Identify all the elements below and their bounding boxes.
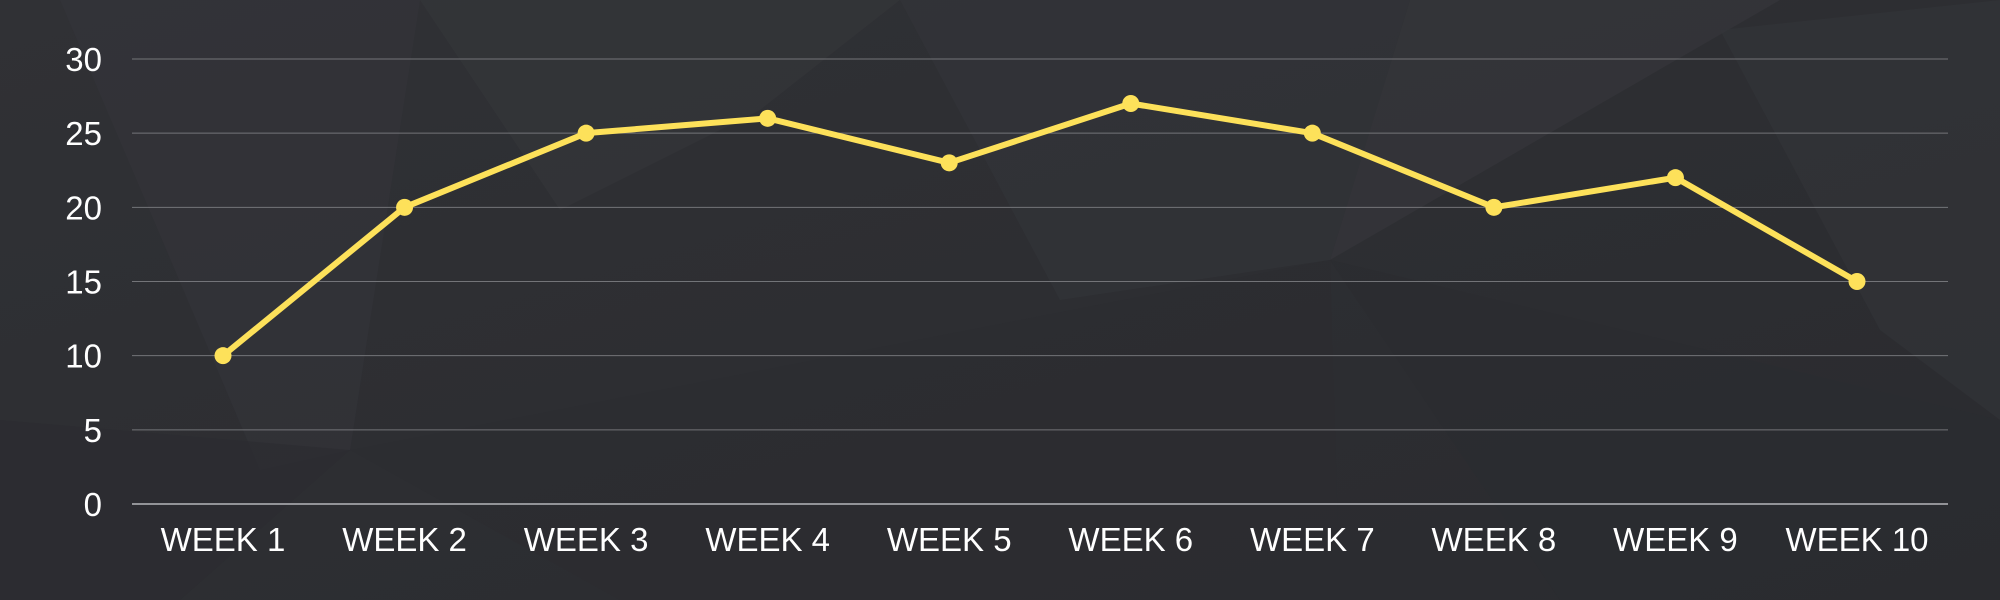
data-point <box>214 347 232 365</box>
y-tick-label: 20 <box>65 189 102 226</box>
y-tick-label: 30 <box>65 41 102 78</box>
data-point <box>940 154 958 172</box>
data-point <box>1666 169 1684 187</box>
x-axis-ticks: WEEK 1 WEEK 2 WEEK 3 WEEK 4 WEEK 5 WEEK 6 WEEK… <box>161 521 1929 558</box>
data-point <box>577 124 595 142</box>
y-tick-label: 5 <box>84 412 102 449</box>
x-tick-label: WEEK 7 <box>1250 521 1375 558</box>
y-tick-label: 25 <box>65 115 102 152</box>
data-point <box>396 198 414 216</box>
background-facet <box>900 0 1410 300</box>
x-tick-label: WEEK 9 <box>1613 521 1738 558</box>
x-tick-label: WEEK 10 <box>1785 521 1928 558</box>
background-facet <box>1720 0 2000 420</box>
background-facet <box>420 0 900 210</box>
y-axis-ticks: 0 5 10 15 20 25 30 <box>65 41 102 523</box>
x-tick-label: WEEK 4 <box>705 521 830 558</box>
data-point <box>759 109 777 127</box>
background-facet <box>0 420 350 600</box>
background-facet <box>1330 0 1780 260</box>
x-tick-label: WEEK 3 <box>524 521 649 558</box>
background-facet <box>60 0 420 470</box>
gridlines <box>132 58 1948 505</box>
x-tick-label: WEEK 1 <box>161 521 286 558</box>
x-tick-label: WEEK 5 <box>887 521 1012 558</box>
x-tick-label: WEEK 2 <box>342 521 467 558</box>
y-tick-label: 10 <box>65 338 102 375</box>
series-line <box>220 100 1860 359</box>
data-point <box>1122 95 1140 112</box>
y-tick-label: 0 <box>84 486 102 523</box>
series-layer <box>214 95 1866 365</box>
y-tick-label: 15 <box>65 264 102 301</box>
data-point <box>1485 198 1503 216</box>
data-point <box>1848 273 1866 290</box>
data-point <box>1303 124 1321 142</box>
x-tick-label: WEEK 6 <box>1068 521 1193 558</box>
x-tick-label: WEEK 8 <box>1432 521 1557 558</box>
